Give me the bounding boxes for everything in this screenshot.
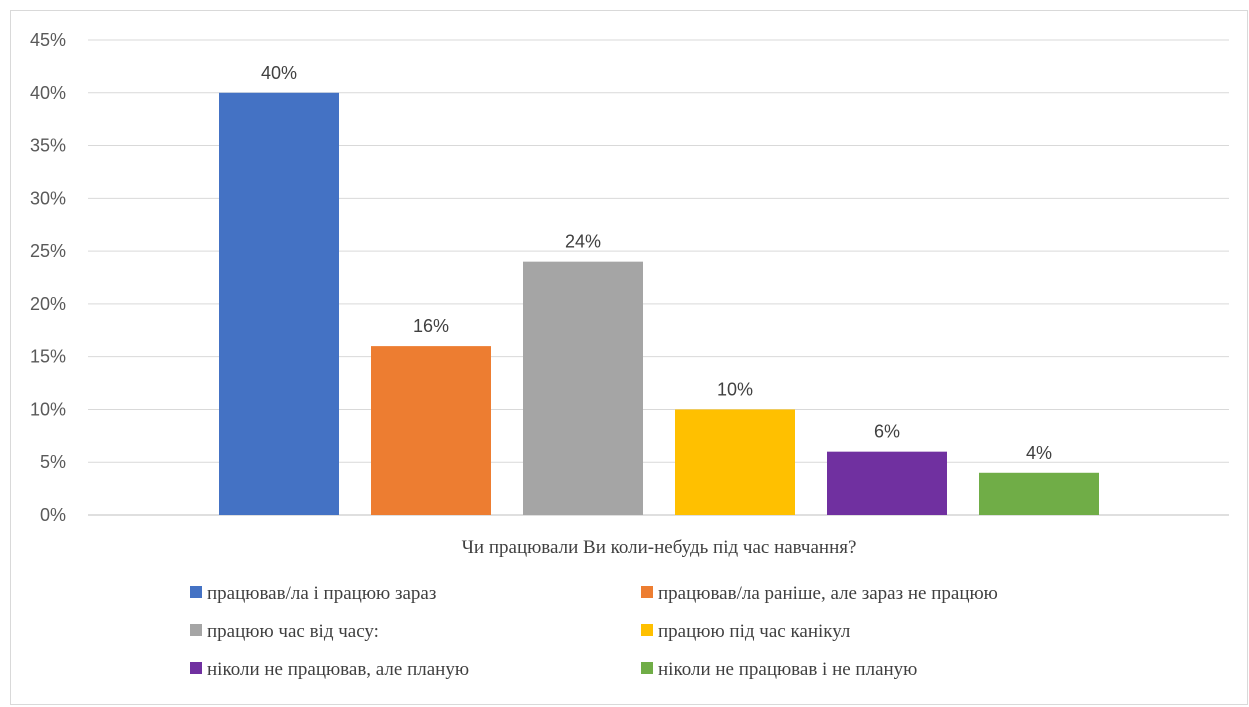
legend-label-2: працював/ла раніше, але зараз не працюю (658, 583, 998, 604)
y-axis-ticks: 0% 5% 10% 15% 20% 25% 30% 35% 40% 45% (30, 30, 66, 525)
legend-label-4: працюю під час канікул (658, 621, 851, 642)
bar-1 (219, 92, 339, 516)
y-tick-label: 25% (30, 241, 66, 261)
data-label-5: 6% (874, 422, 900, 442)
data-label-1: 40% (261, 63, 297, 83)
bar-5 (827, 451, 947, 515)
y-tick-label: 35% (30, 136, 66, 156)
legend-swatch-5 (190, 662, 202, 674)
y-tick-label: 20% (30, 294, 66, 314)
legend-swatch-6 (641, 662, 653, 674)
legend-label-3: працюю час від часу: (207, 621, 379, 642)
y-tick-label: 10% (30, 399, 66, 419)
legend-label-1: працював/ла і працюю зараз (207, 583, 436, 604)
y-tick-label: 5% (40, 452, 66, 472)
legend-swatch-1 (190, 586, 202, 598)
data-labels: 40% 16% 24% 10% 6% 4% (261, 63, 1052, 463)
data-label-2: 16% (413, 316, 449, 336)
y-tick-label: 0% (40, 505, 66, 525)
y-tick-label: 45% (30, 30, 66, 50)
legend-swatch-3 (190, 624, 202, 636)
legend-label-5: ніколи не працював, але планую (207, 659, 469, 680)
data-label-4: 10% (717, 379, 753, 399)
legend-swatch-2 (641, 586, 653, 598)
y-tick-label: 40% (30, 83, 66, 103)
y-tick-label: 30% (30, 188, 66, 208)
bar-4 (675, 409, 795, 515)
legend-label-6: ніколи не працював і не планую (658, 659, 917, 680)
bar-3 (523, 261, 643, 515)
data-label-3: 24% (565, 232, 601, 252)
data-label-6: 4% (1026, 443, 1052, 463)
y-tick-label: 15% (30, 347, 66, 367)
legend: працював/ла і працюю зараз працював/ла ра… (190, 583, 998, 680)
bars (219, 92, 1099, 516)
legend-swatch-4 (641, 624, 653, 636)
bar-6 (979, 472, 1099, 515)
x-axis-title: Чи працювали Ви коли-небудь під час навч… (462, 537, 857, 558)
bar-2 (371, 346, 491, 515)
